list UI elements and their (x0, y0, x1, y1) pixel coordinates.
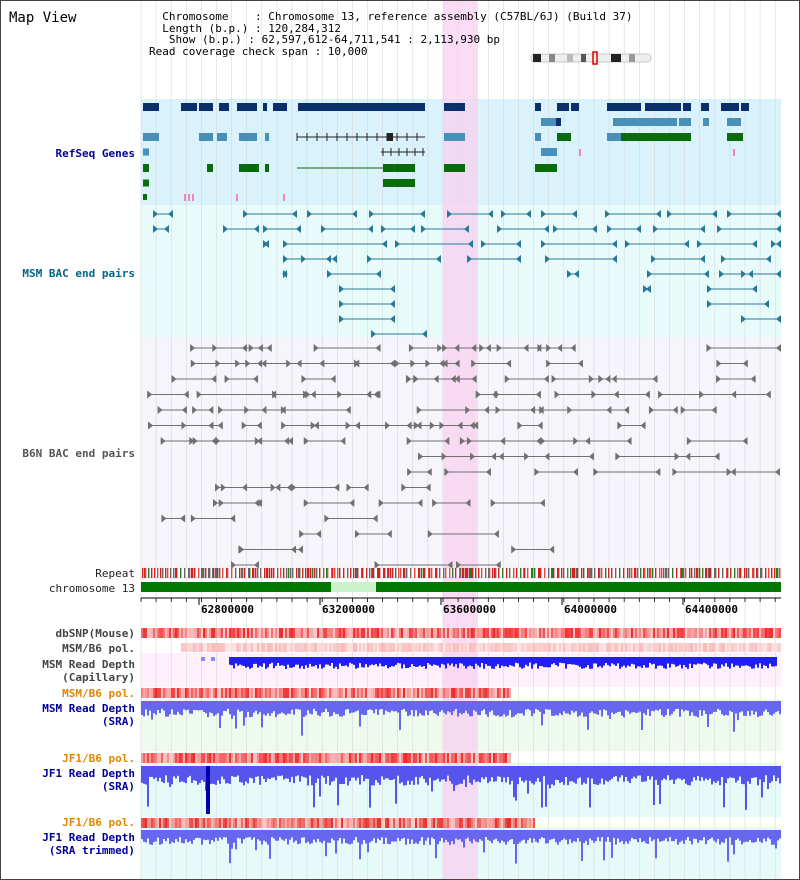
jf1-b6-pol-track-2[interactable] (141, 818, 535, 828)
track-label-b6n-bac[interactable]: B6N BAC end pairs (22, 447, 135, 460)
dbsnp-track[interactable] (141, 628, 781, 638)
gene-feature (219, 103, 229, 111)
gene-feature (217, 133, 227, 141)
gene-feature (643, 118, 677, 126)
gene-feature (143, 179, 149, 187)
region-info: Chromosome : Chromosome 13, reference as… (149, 11, 632, 57)
gene-feature (535, 103, 541, 111)
gene-feature (199, 133, 213, 141)
gene-feature (383, 179, 415, 187)
gene-feature (181, 103, 197, 111)
gene-feature (541, 118, 557, 126)
gene-feature (535, 133, 541, 141)
gene-feature (645, 103, 681, 111)
track-label-msm-bac[interactable]: MSM BAC end pairs (22, 267, 135, 280)
track-label-jf1-b6-pol-1[interactable]: JF1/B6 pol. (62, 752, 135, 765)
msm-bac-track[interactable] (153, 210, 781, 338)
jf1-read-depth-trimmed-track[interactable] (141, 830, 781, 864)
repeat-track[interactable] (140, 567, 782, 579)
gene-feature (571, 103, 579, 111)
msm-b6-pol-track-1[interactable] (181, 643, 781, 652)
track-label-repeat[interactable]: Repeat (95, 567, 135, 580)
gene-feature (557, 133, 571, 141)
track-label-jf1-b6-pol-2[interactable]: JF1/B6 pol. (62, 816, 135, 829)
gene-feature (444, 133, 465, 141)
refseq-gene-track[interactable] (143, 103, 749, 201)
tick-label: 64000000 (564, 603, 617, 616)
gene-feature (703, 118, 709, 126)
gene-feature (541, 148, 557, 156)
track-label-msm-depth-sra-sub: (SRA) (101, 715, 135, 728)
track-label-msm-depth-capillary-sub: (Capillary) (62, 671, 135, 684)
gene-feature (727, 133, 743, 141)
position-axis (140, 597, 781, 605)
gene-feature (207, 164, 213, 172)
gene-feature (679, 118, 691, 126)
gene-feature (613, 118, 643, 126)
track-label-jf1-depth[interactable]: JF1 Read Depth (42, 767, 135, 780)
gene-feature (741, 103, 749, 111)
axis-tick-labels: 62800000 63200000 63600000 64000000 6440… (201, 603, 738, 616)
gridlines (140, 1, 776, 879)
track-label-msm-b6-pol-2[interactable]: MSM/B6 pol. (62, 687, 135, 700)
tick-label: 62800000 (201, 603, 254, 616)
coverage-span-line: Read coverage check span : 10,000 (149, 44, 368, 58)
chromosome-ideogram[interactable] (530, 51, 652, 65)
gene-feature (557, 103, 569, 111)
msm-read-depth-sra-track[interactable] (141, 701, 781, 736)
gene-feature (199, 103, 213, 111)
gene-feature (621, 133, 691, 141)
tick-label: 63200000 (322, 603, 375, 616)
gene-feature (727, 118, 741, 126)
gene-feature (263, 103, 267, 111)
track-label-msm-depth-sra[interactable]: MSM Read Depth (42, 702, 135, 715)
chromosome-bar[interactable] (141, 582, 781, 592)
gene-feature (298, 103, 425, 111)
msm-b6-pol-track-2[interactable] (141, 688, 511, 698)
gene-feature (239, 133, 257, 141)
gene-feature (444, 164, 465, 172)
gene-feature (556, 118, 561, 126)
gene-feature (607, 103, 641, 111)
tick-label: 64400000 (685, 603, 738, 616)
gene-feature (535, 164, 557, 172)
gene-feature (143, 133, 159, 141)
gene-feature (239, 164, 259, 172)
gene-feature (265, 133, 269, 141)
length-line: Length (b.p.) : 120,284,312 (149, 21, 342, 35)
msm-read-depth-capillary-track[interactable] (201, 657, 777, 669)
track-label-chromosome[interactable]: chromosome 13 (48, 582, 135, 595)
gene-feature (444, 103, 465, 111)
track-label-jf1-trimmed-sub: (SRA trimmed) (48, 844, 135, 857)
track-label-jf1-trimmed[interactable]: JF1 Read Depth (42, 831, 135, 844)
tick-label: 63600000 (443, 603, 496, 616)
gene-feature (683, 103, 691, 111)
gene-feature (701, 103, 709, 111)
gene-feature (727, 103, 739, 111)
track-label-refseq[interactable]: RefSeq Genes (55, 147, 135, 160)
track-label-msm-b6-pol-1[interactable]: MSM/B6 pol. (62, 642, 135, 655)
jf1-read-depth-sra-track[interactable] (141, 766, 781, 814)
gene-feature (143, 148, 149, 156)
gene-feature (265, 164, 269, 172)
b6n-bac-track[interactable] (147, 344, 781, 569)
page-title: Map View (9, 10, 77, 26)
gene-feature (143, 194, 147, 200)
gene-feature (721, 103, 727, 111)
chromosome-line: Chromosome : Chromosome 13, reference as… (149, 10, 633, 23)
gene-feature (273, 103, 287, 111)
gene-feature (383, 164, 415, 172)
track-label-dbsnp[interactable]: dbSNP(Mouse) (55, 627, 135, 640)
track-label-msm-depth-capillary[interactable]: MSM Read Depth (42, 658, 135, 671)
gene-feature (143, 103, 159, 111)
show-line: Show (b.p.) : 62,597,612-64,711,541 : 2,… (149, 33, 500, 46)
track-label-jf1-depth-sub: (SRA) (101, 780, 135, 793)
gene-feature (143, 164, 149, 172)
gene-feature (237, 103, 257, 111)
jf1-b6-pol-track-1[interactable] (141, 753, 511, 763)
